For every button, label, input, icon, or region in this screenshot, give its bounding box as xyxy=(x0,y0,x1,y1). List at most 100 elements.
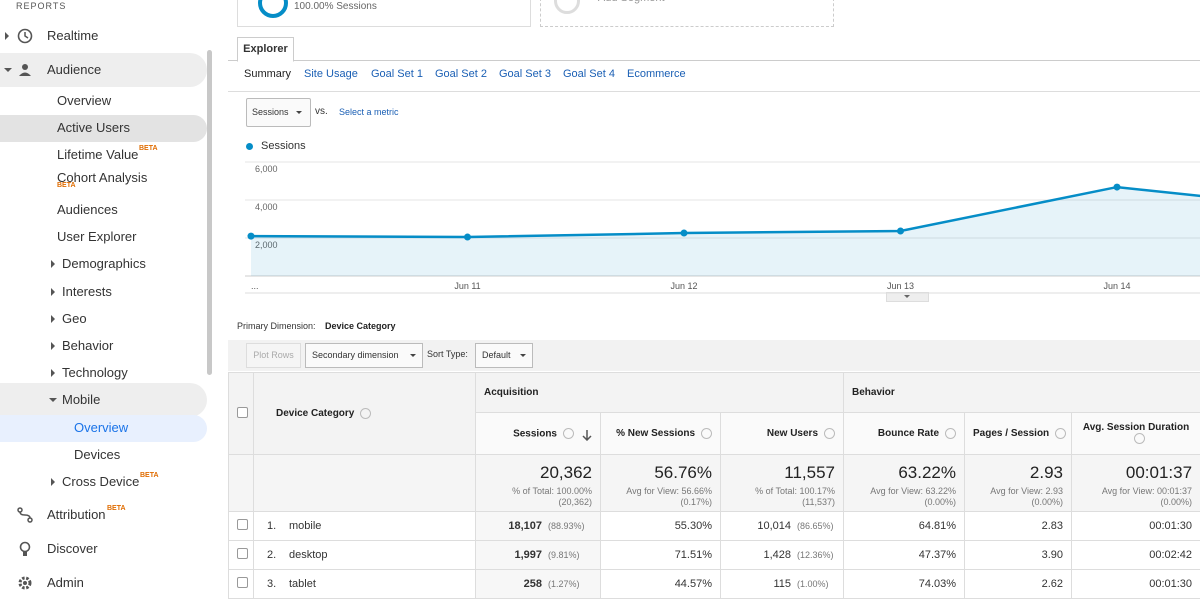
help-icon xyxy=(701,427,712,439)
nav-item[interactable]: Attribution xyxy=(47,507,106,522)
nav-item[interactable]: Interests xyxy=(62,284,112,299)
totals-cell xyxy=(253,454,476,512)
secondary-dropdown[interactable]: Secondary dimension xyxy=(305,343,423,368)
nav-item[interactable]: Active Users xyxy=(57,120,130,135)
metric-cell: 00:02:42 xyxy=(1071,540,1200,570)
column-header[interactable]: Avg. Session Duration xyxy=(1071,412,1200,455)
select-metric[interactable]: Select a metric xyxy=(339,107,399,117)
icon xyxy=(51,478,55,486)
segment-add-label[interactable]: + Add Segment xyxy=(589,0,665,4)
icon xyxy=(51,342,55,350)
sort-dropdown[interactable]: Default xyxy=(475,343,533,368)
nav-item[interactable]: Lifetime Value xyxy=(57,147,139,162)
segment-add[interactable] xyxy=(540,0,834,27)
nav-item[interactable]: User Explorer xyxy=(57,229,137,244)
icon xyxy=(19,541,31,556)
x-tick-label: Jun 13 xyxy=(887,281,914,291)
subtab[interactable]: Site Usage xyxy=(304,68,358,80)
row-rank: 3. xyxy=(267,578,277,590)
y-tick-label: 2,000 xyxy=(255,240,278,250)
scrollbar xyxy=(207,50,212,375)
icon xyxy=(582,429,592,441)
column-header[interactable]: Pages / Session xyxy=(964,412,1073,455)
plot-rows[interactable]: Plot Rows xyxy=(246,343,301,368)
icon xyxy=(520,354,526,357)
help-icon xyxy=(824,427,836,439)
metric-share: (12.36%) xyxy=(797,550,834,560)
tab[interactable]: Explorer xyxy=(237,37,294,62)
row-name[interactable]: mobile xyxy=(289,520,322,532)
totals-cell: 11,557 % of Total: 100.17% (11,537) xyxy=(719,454,845,512)
total-note: (11,537) xyxy=(802,497,836,507)
row-name[interactable]: tablet xyxy=(289,578,316,590)
total-note: Avg for View: 56.66% xyxy=(626,486,712,496)
primary-value: Device Category xyxy=(325,321,396,331)
dimension-cell: 2. desktop xyxy=(253,540,476,570)
nav-item[interactable]: Geo xyxy=(62,311,87,326)
header-cell: Device Category xyxy=(253,372,476,455)
metric-cell: 00:01:30 xyxy=(1071,511,1200,541)
metric-selected: Sessions xyxy=(252,107,289,117)
metric-dropdown[interactable]: Sessions xyxy=(246,98,311,127)
total-note: Avg for View: 2.93 xyxy=(990,486,1064,496)
column-header[interactable]: % New Sessions xyxy=(600,412,721,455)
metric-cell: 115 (1.00%) xyxy=(719,569,845,599)
metric-value: 115 xyxy=(773,578,792,590)
icon xyxy=(18,576,32,590)
nav-item[interactable]: Demographics xyxy=(62,256,146,271)
metric-cell: 71.51% xyxy=(600,540,721,570)
metric-value: 64.81% xyxy=(918,520,957,532)
nav-item[interactable]: Audience xyxy=(47,62,102,77)
nav-item[interactable]: Realtime xyxy=(47,28,99,43)
subtab[interactable]: Goal Set 4 xyxy=(563,68,615,80)
metric-cell: 47.37% xyxy=(843,540,966,570)
total-note: % of Total: 100.17% xyxy=(755,486,836,496)
subtab[interactable]: Summary xyxy=(244,68,292,80)
nav-item[interactable]: Cross Device xyxy=(62,474,140,489)
nav-item[interactable]: Cohort Analysis xyxy=(57,170,148,185)
x-tick-label: Jun 12 xyxy=(670,281,697,291)
nav-item[interactable]: Discover xyxy=(47,541,98,556)
nav-item[interactable]: Devices xyxy=(74,447,121,462)
totals-cell: 56.76% Avg for View: 56.66% (0.17%) xyxy=(600,454,721,512)
data-row: 2. desktop 1,997 (9.81%) 71.51% 1,428 (12.36%)… xyxy=(228,540,1200,570)
icon xyxy=(410,354,416,357)
column-label: % New Sessions xyxy=(616,428,695,440)
checkbox[interactable] xyxy=(237,577,248,588)
nav-item[interactable]: Overview xyxy=(57,93,112,108)
nav-item[interactable]: Mobile xyxy=(62,392,101,407)
metric-cell: 3.90 xyxy=(964,540,1073,570)
column-header[interactable]: Bounce Rate xyxy=(843,412,966,455)
checkbox[interactable] xyxy=(237,548,248,559)
icon xyxy=(51,369,55,377)
subtab[interactable]: Goal Set 3 xyxy=(499,68,551,80)
checkbox[interactable] xyxy=(237,406,248,418)
metric-share: (86.65%) xyxy=(797,521,834,531)
metric-value: 2.62 xyxy=(1041,578,1064,590)
total-note: (0.00%) xyxy=(924,497,957,507)
row-name[interactable]: desktop xyxy=(289,549,328,561)
legend-label: Sessions xyxy=(261,140,306,152)
nav-item[interactable]: Audiences xyxy=(57,202,118,217)
metric-cell: 2.83 xyxy=(964,511,1073,541)
nav-item[interactable]: Technology xyxy=(62,365,128,380)
subtab[interactable]: Goal Set 1 xyxy=(371,68,423,80)
metric-cell: 10,014 (86.65%) xyxy=(719,511,845,541)
column-header[interactable]: Sessions xyxy=(475,412,601,455)
y-tick-label: 4,000 xyxy=(255,202,278,212)
subtab[interactable]: Goal Set 2 xyxy=(435,68,487,80)
column-header[interactable]: New Users xyxy=(719,412,845,455)
subtab[interactable]: Ecommerce xyxy=(627,68,686,80)
column-label: Pages / Session xyxy=(973,428,1050,440)
metric-share: (88.93%) xyxy=(548,521,585,531)
metric-share: (1.27%) xyxy=(548,579,580,589)
sort-value: Default xyxy=(482,350,511,360)
metric-value: 71.51% xyxy=(674,549,712,561)
metric-value: 1,997 xyxy=(514,549,542,561)
nav-item[interactable]: Admin xyxy=(47,575,84,590)
checkbox[interactable] xyxy=(237,519,248,530)
metric-value: 3.90 xyxy=(1041,549,1064,561)
metric-value: 44.57% xyxy=(674,578,712,590)
nav-item[interactable]: Behavior xyxy=(62,338,114,353)
nav-item[interactable]: Overview xyxy=(74,420,129,435)
